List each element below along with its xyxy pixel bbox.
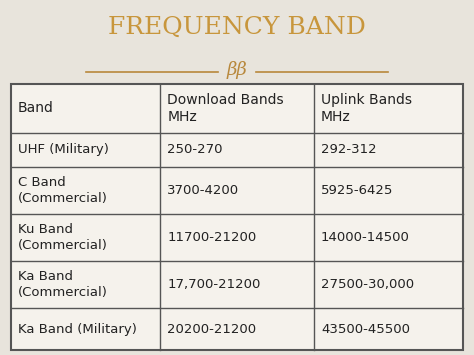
Text: Ka Band (Military): Ka Band (Military) — [18, 323, 137, 336]
Text: C Band
(Commercial): C Band (Commercial) — [18, 176, 108, 206]
Text: Ka Band
(Commercial): Ka Band (Commercial) — [18, 271, 108, 300]
Text: 292-312: 292-312 — [321, 143, 377, 157]
Text: 27500-30,000: 27500-30,000 — [321, 278, 414, 291]
Text: Download Bands
MHz: Download Bands MHz — [167, 93, 284, 124]
Text: ββ: ββ — [227, 61, 247, 79]
Text: Ku Band
(Commercial): Ku Band (Commercial) — [18, 223, 108, 252]
Text: 17,700-21200: 17,700-21200 — [167, 278, 261, 291]
Text: Uplink Bands
MHz: Uplink Bands MHz — [321, 93, 412, 124]
Text: UHF (Military): UHF (Military) — [18, 143, 109, 157]
Text: 250-270: 250-270 — [167, 143, 223, 157]
Text: 43500-45500: 43500-45500 — [321, 323, 410, 336]
Text: 11700-21200: 11700-21200 — [167, 231, 256, 245]
Text: Band: Band — [18, 101, 54, 115]
Text: FREQUENCY BAND: FREQUENCY BAND — [108, 16, 366, 38]
Text: 5925-6425: 5925-6425 — [321, 185, 393, 197]
Text: 20200-21200: 20200-21200 — [167, 323, 256, 336]
Text: 3700-4200: 3700-4200 — [167, 185, 239, 197]
Text: 14000-14500: 14000-14500 — [321, 231, 410, 245]
